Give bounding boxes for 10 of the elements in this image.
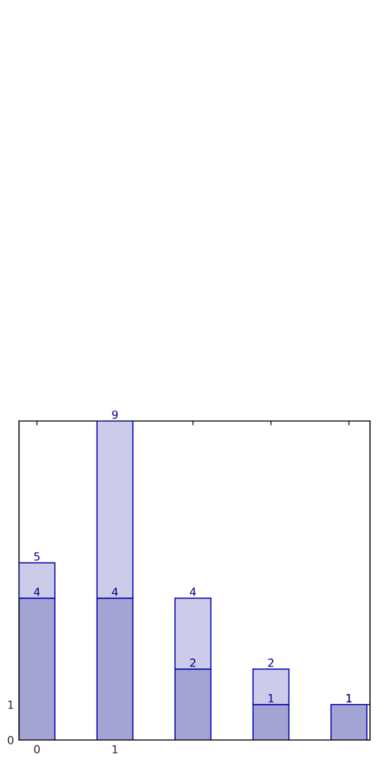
- total-label: 5: [34, 552, 40, 561]
- data-label: 4: [112, 588, 118, 596]
- data-label: 2: [190, 658, 196, 667]
- total-label: 2: [268, 658, 274, 667]
- bar: [330, 704, 368, 740]
- total-label: 4: [190, 588, 196, 596]
- total-label: 1: [346, 694, 352, 702]
- total-label: 9: [112, 410, 118, 419]
- data-label: 1: [268, 694, 274, 702]
- data-label: 4: [34, 588, 40, 596]
